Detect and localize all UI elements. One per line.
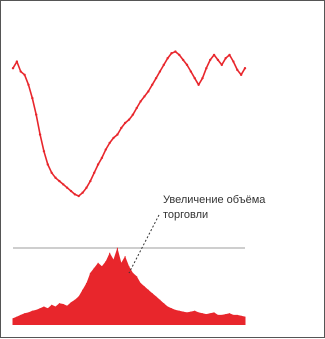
price-point (123, 121, 127, 125)
price-point (46, 163, 49, 166)
price-point (205, 67, 208, 70)
price-point (38, 133, 42, 136)
price-point (139, 100, 142, 103)
annotation-text-line2: торговли (163, 209, 209, 221)
price-point (216, 58, 220, 62)
price-point (166, 57, 169, 60)
price-point (154, 76, 158, 80)
price-point (201, 76, 204, 80)
price-point (174, 50, 177, 53)
price-point (11, 67, 15, 70)
price-point (100, 156, 104, 160)
price-point (27, 83, 30, 87)
price-point (58, 179, 61, 183)
price-point (228, 53, 231, 57)
price-point (209, 58, 212, 62)
price-point (15, 60, 19, 63)
price-point (96, 163, 100, 166)
price-point (112, 136, 115, 140)
annotation-leader-line (128, 214, 160, 274)
price-point (135, 106, 138, 110)
price-point (143, 95, 146, 98)
price-point (73, 193, 77, 196)
price-point (158, 70, 162, 73)
price-point (116, 133, 119, 136)
price-point (197, 83, 200, 87)
price-point (224, 57, 227, 60)
price-point (85, 186, 88, 189)
price-point (131, 113, 135, 116)
price-point (162, 63, 165, 67)
price-chart (11, 50, 247, 198)
price-point (108, 141, 111, 145)
price-point (127, 118, 131, 121)
price-point (50, 171, 53, 174)
price-point (151, 83, 154, 87)
price-point (65, 186, 69, 189)
price-point (42, 150, 46, 153)
price-point (178, 53, 181, 57)
price-point (54, 176, 57, 179)
price-point (89, 179, 92, 183)
price-point (243, 67, 247, 70)
price-point (35, 113, 38, 116)
price-point (181, 58, 185, 62)
price-point (19, 70, 22, 73)
price-point (220, 63, 223, 67)
annotation-text-line1: Увеличение объёма (163, 194, 266, 206)
price-point (69, 189, 73, 193)
price-point (189, 70, 193, 73)
price-point (104, 148, 108, 151)
price-point (62, 183, 65, 186)
price-point (236, 68, 239, 72)
price-point (232, 60, 235, 63)
price-point (23, 73, 26, 77)
price-point (212, 53, 216, 57)
price-point (147, 90, 150, 93)
price-point (77, 194, 80, 198)
price-point (93, 171, 96, 174)
price-point (170, 52, 173, 55)
volume-chart (12, 247, 246, 325)
price-point (31, 96, 34, 100)
price-point (185, 63, 189, 67)
price-point (193, 76, 196, 80)
price-point (81, 191, 84, 194)
price-point (239, 73, 243, 77)
price-series-line (12, 50, 246, 197)
price-point (120, 126, 123, 130)
